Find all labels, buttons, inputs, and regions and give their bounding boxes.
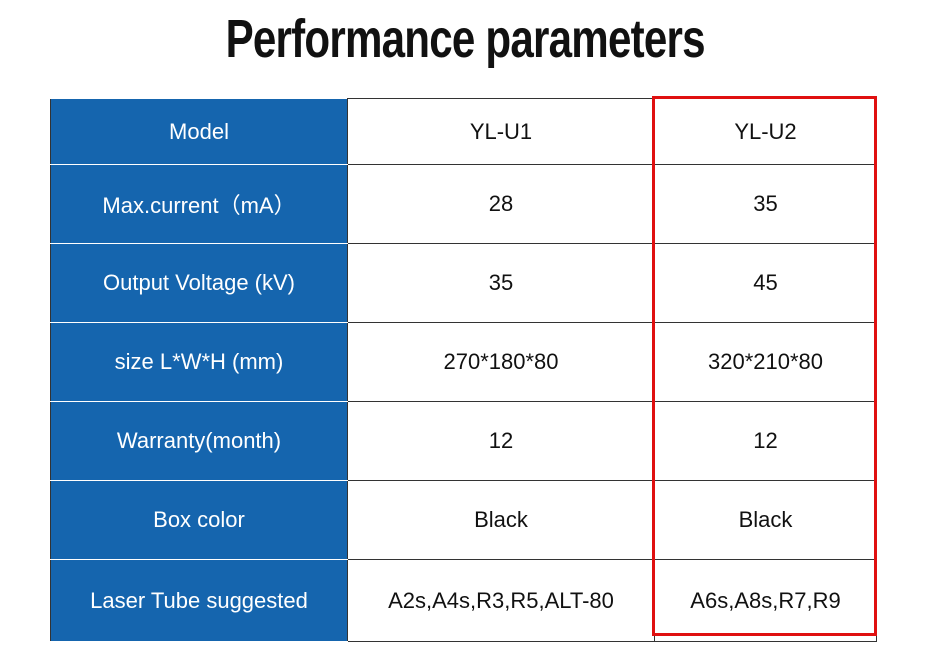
row-label: Warranty(month) (50, 401, 348, 481)
table-row: Model YL-U1 YL-U2 (50, 98, 877, 165)
row-label: Model (50, 98, 348, 165)
row-label: Output Voltage (kV) (50, 243, 348, 323)
spec-table: Model YL-U1 YL-U2 Max.current（mA） 28 35 Output… (50, 98, 877, 642)
cell: A2s,A4s,R3,R5,ALT-80 (347, 559, 655, 642)
cell: 35 (347, 243, 655, 323)
table-row: Output Voltage (kV) 35 45 (50, 243, 877, 323)
cell: Black (347, 480, 655, 560)
table-row: Box color Black Black (50, 480, 877, 560)
table-row: Max.current（mA） 28 35 (50, 164, 877, 244)
table-row: Laser Tube suggested A2s,A4s,R3,R5,ALT-80… (50, 559, 877, 642)
row-label: Max.current（mA） (50, 164, 348, 244)
title-text: Performance parameters (225, 9, 705, 69)
cell: 28 (347, 164, 655, 244)
cell: 270*180*80 (347, 322, 655, 402)
cell: A6s,A8s,R7,R9 (654, 559, 877, 642)
row-label: Box color (50, 480, 348, 560)
cell: 320*210*80 (654, 322, 877, 402)
table-row: Warranty(month) 12 12 (50, 401, 877, 481)
cell: 12 (654, 401, 877, 481)
title: Performance parameters (0, 8, 930, 70)
cell: YL-U2 (654, 98, 877, 165)
cell: Black (654, 480, 877, 560)
row-label: size L*W*H (mm) (50, 322, 348, 402)
row-label: Laser Tube suggested (50, 559, 348, 642)
table-row: size L*W*H (mm) 270*180*80 320*210*80 (50, 322, 877, 402)
cell: 35 (654, 164, 877, 244)
cell: 12 (347, 401, 655, 481)
cell: 45 (654, 243, 877, 323)
cell: YL-U1 (347, 98, 655, 165)
